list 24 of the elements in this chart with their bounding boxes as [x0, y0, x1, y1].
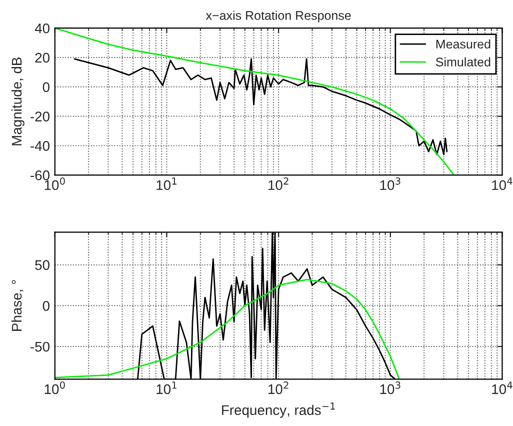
y-axis-title: Magnitude, dB [11, 58, 24, 146]
y-tick-label: 20 [35, 52, 50, 63]
x-tick-label: 10$^{0}$ [44, 381, 65, 394]
chart-title: x−axis Rotation Response [206, 10, 351, 22]
x-tick-label: 10$^{1}$ [156, 178, 176, 190]
y-tick-label: 0 [42, 300, 50, 311]
y-tick-label: -40 [30, 141, 50, 151]
y-tick-label: 50 [35, 260, 50, 270]
y-axis-title: Phase, ° [11, 280, 24, 331]
x-axis-title: Frequency, rads$^{−1}$ [222, 402, 335, 418]
x-tick-label: 10$^{2}$ [268, 381, 288, 394]
y-tick-label: -20 [30, 112, 50, 122]
x-tick-label: 10$^{3}$ [380, 381, 400, 394]
x-tick-label: 10$^{4}$ [492, 382, 512, 394]
y-tick-label: -50 [30, 342, 50, 352]
legend-label: Measured [436, 39, 490, 49]
y-tick-label: 0 [42, 82, 50, 92]
x-tick-label: 10$^{2}$ [268, 177, 288, 190]
x-tick-label: 10$^{3}$ [380, 177, 400, 190]
x-tick-label: 10$^{4}$ [492, 178, 512, 190]
x-tick-label: 10$^{1}$ [156, 382, 176, 394]
y-tick-label: -60 [30, 170, 50, 180]
legend-label: Simulated [436, 57, 490, 66]
y-tick-label: 40 [34, 23, 50, 34]
